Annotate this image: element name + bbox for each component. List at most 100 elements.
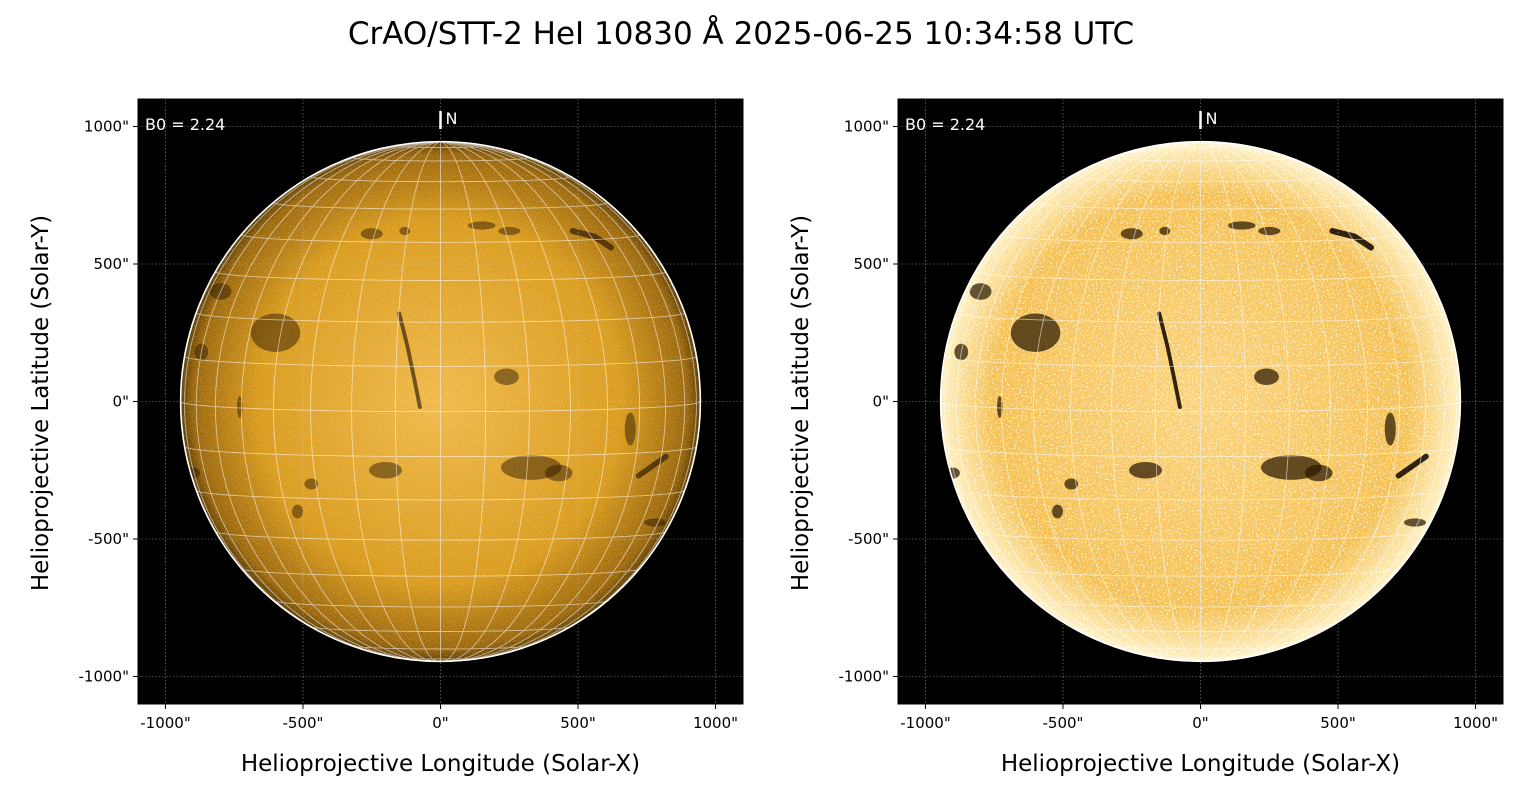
meridian-line: [440, 141, 667, 662]
figure-title: CrAO/STT-2 HeI 10830 Å 2025-06-25 10:34:…: [347, 16, 1135, 52]
left-solar-panel: B0 = 2.24 N -1000" -500" 0" 500" 1000" 1000" 500…: [79, 98, 744, 732]
meridian-line: [1070, 141, 1201, 662]
x-tick-label: 500": [560, 714, 596, 732]
left-x-axis-label: Helioprojective Longitude (Solar-X): [240, 751, 641, 777]
meridian-line: [440, 141, 487, 662]
y-tick-label: 500": [853, 255, 889, 273]
meridian-line: [310, 141, 441, 662]
meridian-line: [195, 141, 441, 662]
parallel-line: [351, 157, 530, 162]
y-tick-label: 1000": [844, 118, 889, 136]
filament: [1157, 311, 1182, 409]
x-tick-label: -500": [283, 714, 324, 732]
parallel-line: [1111, 157, 1290, 162]
b0-annotation: B0 = 2.24: [905, 115, 985, 134]
filament: [635, 453, 669, 479]
x-tick-label: 1000": [693, 714, 738, 732]
filament: [1395, 453, 1429, 479]
meridian-line: [1200, 141, 1368, 662]
dark-region: [624, 412, 636, 446]
dark-region: [501, 455, 562, 480]
dark-region: [1254, 368, 1279, 385]
filament: [569, 227, 615, 251]
north-label: N: [1206, 109, 1218, 128]
dark-region: [1064, 478, 1079, 490]
meridian-line: [1200, 141, 1446, 662]
dark-region: [1052, 504, 1063, 519]
meridian-line: [394, 141, 441, 662]
dark-region: [1228, 221, 1256, 230]
meridian-line: [1154, 141, 1201, 662]
parallel-line: [215, 271, 666, 281]
x-tick-label: 1000": [1453, 714, 1498, 732]
y-tick-label: -1000": [839, 668, 890, 686]
solar-image-plot: B0 = 2.24 N -1000" -500" 0" 500" 1000" 1000" 500…: [79, 98, 744, 732]
meridian-line: [1200, 141, 1401, 662]
x-tick-label: 0": [1192, 714, 1208, 732]
meridian-line: [240, 141, 441, 662]
dark-region: [494, 368, 519, 385]
meridian-line: [440, 141, 530, 662]
meridian-line: [1033, 141, 1201, 662]
y-tick-label: 1000": [84, 118, 129, 136]
dark-region: [304, 478, 319, 490]
y-tick-label: -500": [848, 530, 889, 548]
parallel-line: [1033, 202, 1368, 210]
dark-region: [1120, 228, 1143, 240]
x-tick-label: -1000": [900, 714, 951, 732]
parallel-line: [240, 234, 641, 243]
dark-region: [1258, 226, 1281, 236]
meridian-line: [440, 141, 686, 662]
parallel-line: [955, 312, 1446, 323]
dark-region: [1384, 412, 1396, 446]
meridian-line: [1111, 141, 1201, 662]
dark-region: [498, 226, 521, 236]
x-tick-label: -500": [1043, 714, 1084, 732]
parallel-line: [1000, 234, 1401, 243]
dark-region: [292, 504, 303, 519]
right-solar-panel: B0 = 2.24 N -1000" -500" 0" 500" 1000" 1000" 500…: [839, 98, 1504, 732]
meridian-line: [351, 141, 441, 662]
x-tick-label: 0": [432, 714, 448, 732]
filament: [1329, 227, 1375, 251]
parallel-line: [975, 271, 1426, 281]
x-tick-label: 500": [1320, 714, 1356, 732]
dark-region: [468, 221, 496, 230]
dark-region: [644, 518, 666, 527]
dark-region: [1305, 464, 1333, 482]
meridian-line: [1000, 141, 1201, 662]
meridian-line: [214, 141, 441, 662]
solar-image-plot: B0 = 2.24 N -1000" -500" 0" 500" 1000" 1000" 500…: [839, 98, 1504, 732]
meridian-line: [440, 141, 571, 662]
meridian-line: [273, 141, 441, 662]
meridian-line: [1200, 141, 1290, 662]
parallel-line: [1070, 176, 1331, 183]
dark-region: [369, 462, 402, 479]
y-tick-label: -1000": [79, 668, 130, 686]
meridian-line: [440, 141, 641, 662]
dark-features: [946, 221, 1429, 527]
meridian-line: [955, 141, 1201, 662]
dark-features: [186, 221, 669, 527]
parallel-line: [395, 145, 486, 148]
dark-region: [1010, 313, 1061, 352]
dark-region: [399, 226, 411, 236]
y-tick-label: -500": [88, 530, 129, 548]
parallel-line: [273, 202, 608, 210]
right-y-axis-label: Helioprojective Latitude (Solar-Y): [788, 214, 815, 592]
left-y-axis-label: Helioprojective Latitude (Solar-Y): [28, 214, 55, 592]
dark-region: [1404, 518, 1426, 527]
dark-region: [250, 313, 301, 352]
x-tick-label: -1000": [140, 714, 191, 732]
dark-region: [360, 228, 383, 240]
parallel-line: [195, 490, 686, 501]
meridian-line: [1200, 141, 1427, 662]
parallel-line: [1155, 145, 1246, 148]
y-tick-label: 0": [873, 393, 889, 411]
meridian-line: [440, 141, 608, 662]
y-tick-label: 500": [93, 255, 129, 273]
right-x-axis-label: Helioprojective Longitude (Solar-X): [1000, 751, 1401, 777]
parallel-line: [310, 176, 571, 183]
y-tick-label: 0": [113, 393, 129, 411]
dark-region: [545, 464, 573, 482]
